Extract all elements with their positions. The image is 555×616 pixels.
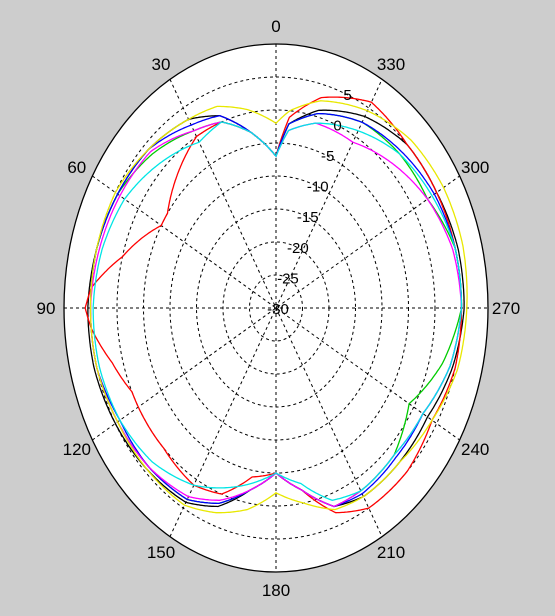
- angular-tick-label: 270: [492, 299, 520, 318]
- radial-tick-label: -5: [321, 148, 334, 165]
- angular-tick-label: 90: [37, 299, 56, 318]
- radial-grid-ring: [116, 109, 436, 507]
- angular-tick-label: 180: [262, 581, 290, 600]
- radial-tick-label: -10: [307, 179, 329, 196]
- angular-tick-label: 120: [63, 440, 91, 459]
- angular-grid-spoke: [169, 79, 383, 537]
- angular-tick-label: 240: [461, 440, 489, 459]
- angular-tick-label: 150: [147, 543, 175, 562]
- radial-tick-label: -25: [277, 270, 299, 287]
- angular-tick-label: 330: [377, 55, 405, 74]
- data-series-line-7: [89, 100, 468, 514]
- data-series-line-6: [92, 121, 463, 501]
- radial-tick-label: -15: [297, 209, 319, 226]
- angular-tick-label: 210: [377, 543, 405, 562]
- angular-tick-label: 0: [271, 17, 280, 36]
- radial-tick-label: -20: [287, 240, 309, 257]
- radial-tick-label: 5: [343, 87, 351, 104]
- angular-tick-label: 30: [152, 55, 171, 74]
- angular-tick-label: 60: [67, 158, 86, 177]
- angular-tick-label: 300: [461, 158, 489, 177]
- radial-tick-label: 0: [333, 117, 341, 134]
- radial-tick-label: -30: [267, 301, 289, 318]
